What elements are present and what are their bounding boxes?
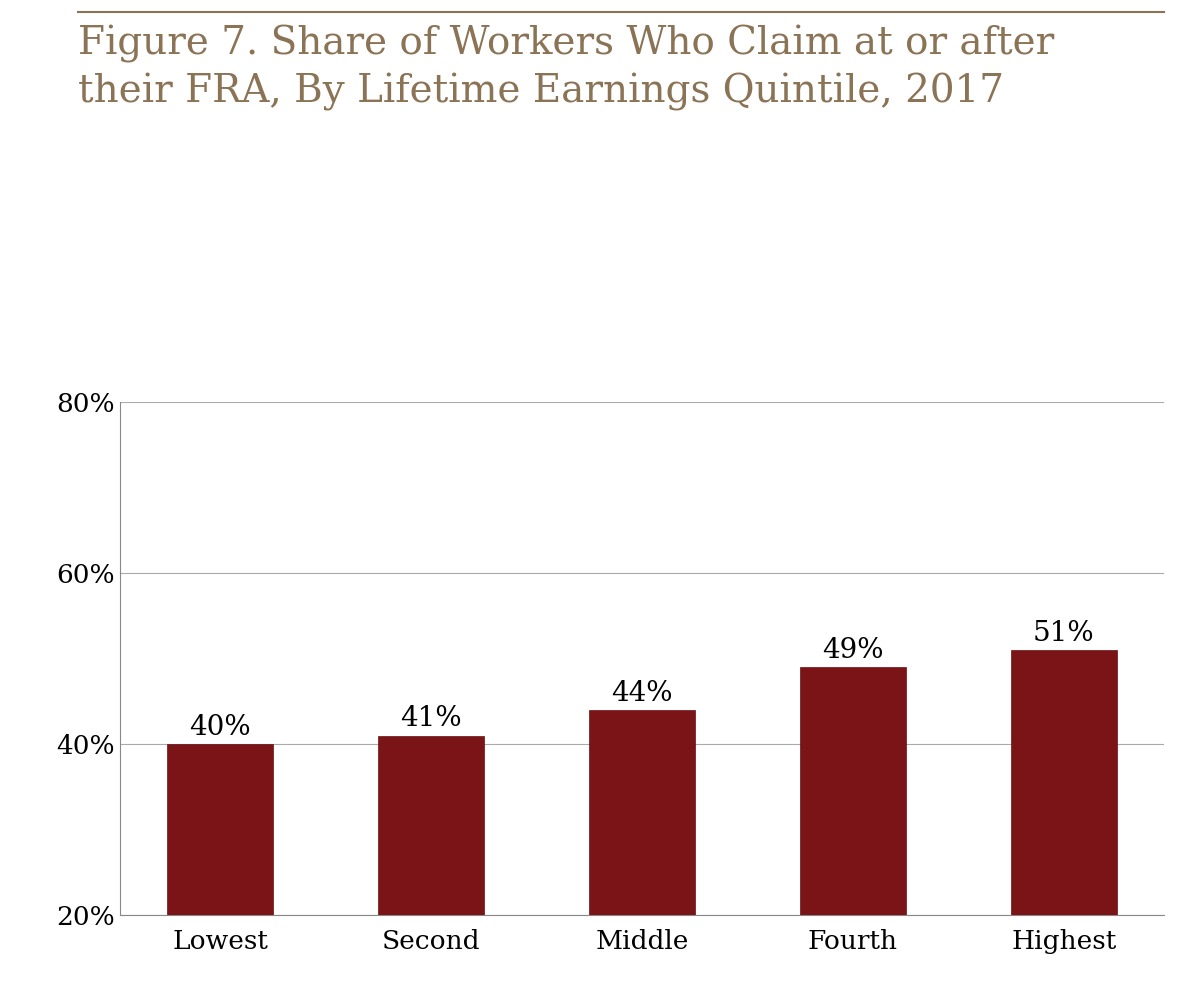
Bar bbox=[378, 736, 484, 1006]
Text: 40%: 40% bbox=[190, 714, 251, 741]
Bar bbox=[589, 710, 695, 1006]
Text: 51%: 51% bbox=[1033, 620, 1094, 647]
Text: Figure 7. Share of Workers Who Claim at or after
their FRA, By Lifetime Earnings: Figure 7. Share of Workers Who Claim at … bbox=[78, 25, 1055, 112]
Bar bbox=[800, 668, 906, 1006]
Bar bbox=[1012, 651, 1116, 1006]
Text: 49%: 49% bbox=[822, 637, 883, 664]
Text: 44%: 44% bbox=[611, 680, 673, 707]
Bar bbox=[168, 744, 272, 1006]
Text: 41%: 41% bbox=[401, 705, 462, 732]
